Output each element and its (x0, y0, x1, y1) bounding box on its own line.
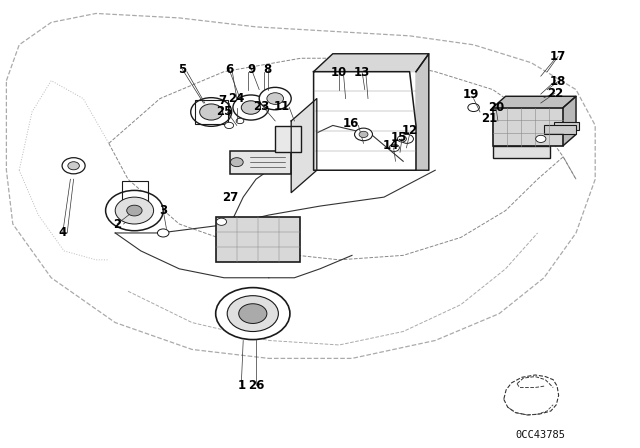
Text: 11: 11 (273, 100, 290, 113)
Text: 15: 15 (391, 131, 408, 144)
Text: 26: 26 (248, 379, 264, 392)
Circle shape (115, 197, 154, 224)
Circle shape (127, 205, 142, 216)
Polygon shape (493, 96, 576, 108)
FancyBboxPatch shape (493, 146, 550, 158)
Circle shape (106, 190, 163, 231)
Circle shape (267, 93, 284, 104)
Circle shape (241, 101, 260, 114)
Text: 7: 7 (219, 94, 227, 108)
Text: 3: 3 (159, 204, 167, 217)
Text: 14: 14 (382, 139, 399, 152)
Text: 5: 5 (179, 63, 186, 76)
Text: 22: 22 (547, 86, 563, 100)
Circle shape (157, 229, 169, 237)
Text: 24: 24 (228, 92, 245, 105)
Circle shape (468, 103, 479, 112)
Text: 13: 13 (354, 66, 371, 79)
Polygon shape (563, 96, 576, 146)
Text: 10: 10 (331, 66, 348, 79)
Circle shape (216, 288, 290, 340)
Text: 17: 17 (550, 50, 566, 63)
Text: 8: 8 (264, 63, 271, 76)
FancyBboxPatch shape (230, 151, 291, 174)
Circle shape (216, 218, 227, 225)
Circle shape (389, 144, 399, 151)
Circle shape (62, 158, 85, 174)
Text: 25: 25 (216, 104, 232, 118)
Text: 20: 20 (488, 101, 504, 114)
Text: 23: 23 (253, 99, 269, 113)
Text: 2: 2 (113, 217, 121, 231)
Circle shape (239, 304, 267, 323)
Text: 21: 21 (481, 112, 497, 125)
Polygon shape (416, 54, 429, 170)
Circle shape (230, 158, 243, 167)
Polygon shape (291, 99, 317, 193)
Circle shape (191, 98, 232, 126)
Text: 18: 18 (550, 75, 566, 88)
Polygon shape (314, 54, 429, 72)
FancyBboxPatch shape (544, 125, 576, 134)
Circle shape (536, 135, 546, 142)
Circle shape (236, 118, 244, 124)
Circle shape (200, 104, 223, 120)
Text: 16: 16 (343, 117, 360, 130)
Circle shape (355, 128, 372, 141)
FancyBboxPatch shape (493, 108, 563, 146)
Circle shape (359, 131, 368, 138)
FancyBboxPatch shape (275, 126, 301, 152)
Circle shape (233, 95, 269, 120)
Text: 4: 4 (59, 226, 67, 240)
FancyBboxPatch shape (554, 122, 579, 130)
Circle shape (225, 122, 234, 129)
Circle shape (401, 134, 413, 143)
Text: 6: 6 (225, 63, 233, 76)
Text: 27: 27 (222, 190, 239, 204)
FancyBboxPatch shape (216, 217, 300, 262)
Circle shape (259, 87, 291, 110)
Circle shape (227, 296, 278, 332)
Circle shape (68, 162, 79, 170)
Text: 9: 9 (248, 63, 255, 76)
Circle shape (397, 136, 406, 142)
Text: 12: 12 (401, 124, 418, 138)
Text: 0CC43785: 0CC43785 (516, 431, 566, 440)
Text: 1: 1 (237, 379, 245, 392)
Text: 19: 19 (462, 88, 479, 102)
